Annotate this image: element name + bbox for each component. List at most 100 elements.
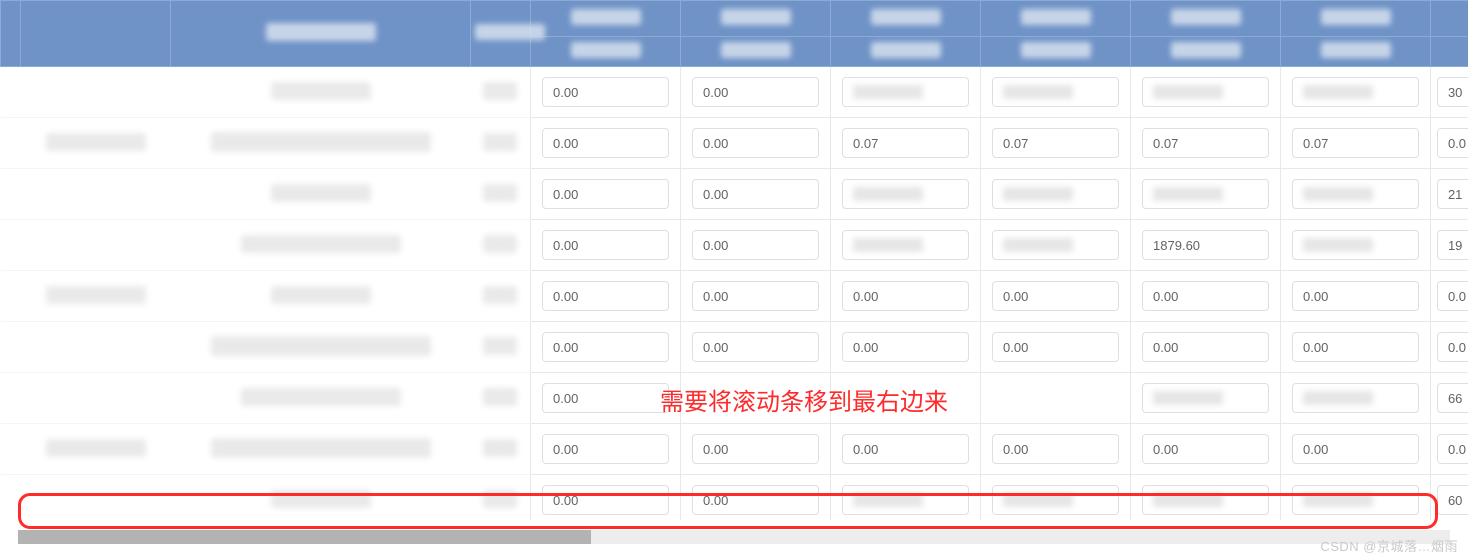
data-cell <box>681 169 831 220</box>
cell-input[interactable] <box>1292 281 1419 311</box>
th-col-5a <box>681 1 831 37</box>
cell-input[interactable] <box>1142 332 1269 362</box>
cell-input[interactable] <box>542 434 669 464</box>
cell-input-blurred[interactable] <box>842 179 969 209</box>
cell-input[interactable] <box>1292 434 1419 464</box>
cell-input[interactable] <box>992 281 1119 311</box>
th-col-10a <box>1431 1 1468 37</box>
table-container <box>0 0 1468 520</box>
cell-input-blurred[interactable] <box>842 77 969 107</box>
table-body <box>1 67 1468 521</box>
data-cell <box>1281 424 1431 475</box>
row-code-label <box>471 220 531 271</box>
data-cell <box>1431 424 1468 475</box>
cell-input[interactable] <box>1437 230 1468 260</box>
data-cell <box>1131 475 1281 521</box>
cell-input-blurred[interactable] <box>992 485 1119 515</box>
data-cell <box>831 271 981 322</box>
cell-input[interactable] <box>992 128 1119 158</box>
cell-input[interactable] <box>1437 383 1468 413</box>
cell-input[interactable] <box>542 77 669 107</box>
row-gutter <box>1 322 21 373</box>
cell-input[interactable] <box>1292 332 1419 362</box>
cell-input[interactable] <box>1142 281 1269 311</box>
data-cell <box>1131 373 1281 424</box>
cell-input[interactable] <box>1437 281 1468 311</box>
cell-input-blurred[interactable] <box>1142 383 1269 413</box>
cell-input[interactable] <box>1437 485 1468 515</box>
table-row <box>1 322 1468 373</box>
cell-input[interactable] <box>1437 434 1468 464</box>
row-gutter <box>1 67 21 118</box>
row-gutter <box>1 271 21 322</box>
data-cell <box>831 475 981 521</box>
cell-input[interactable] <box>1292 128 1419 158</box>
row-name-label <box>171 67 471 118</box>
cell-input-blurred[interactable] <box>842 230 969 260</box>
row-group-label <box>21 322 171 373</box>
cell-input-blurred[interactable] <box>992 77 1119 107</box>
cell-input-blurred[interactable] <box>992 179 1119 209</box>
cell-input[interactable] <box>692 281 819 311</box>
th-col-2 <box>171 1 471 67</box>
row-code-label <box>471 373 531 424</box>
data-cell <box>981 322 1131 373</box>
th-blank-0 <box>1 1 21 67</box>
cell-input[interactable] <box>692 485 819 515</box>
data-cell <box>1131 271 1281 322</box>
data-cell <box>681 220 831 271</box>
cell-input[interactable] <box>1142 434 1269 464</box>
cell-input[interactable] <box>692 77 819 107</box>
cell-input[interactable] <box>1142 128 1269 158</box>
row-code-label <box>471 118 531 169</box>
cell-input[interactable] <box>542 179 669 209</box>
cell-input[interactable] <box>1142 230 1269 260</box>
cell-input-blurred[interactable] <box>1292 77 1419 107</box>
data-cell <box>1281 169 1431 220</box>
data-cell <box>1281 67 1431 118</box>
horizontal-scrollbar-thumb[interactable] <box>18 530 591 544</box>
th-col-3 <box>471 1 531 67</box>
cell-input-blurred[interactable] <box>1292 230 1419 260</box>
data-cell <box>1431 475 1468 521</box>
cell-input[interactable] <box>1437 332 1468 362</box>
cell-input[interactable] <box>842 434 969 464</box>
cell-input-blurred[interactable] <box>1292 383 1419 413</box>
cell-input[interactable] <box>1437 179 1468 209</box>
cell-input[interactable] <box>1437 128 1468 158</box>
cell-input[interactable] <box>842 281 969 311</box>
cell-input[interactable] <box>692 128 819 158</box>
data-cell <box>981 475 1131 521</box>
cell-input-blurred[interactable] <box>992 230 1119 260</box>
cell-input[interactable] <box>692 179 819 209</box>
cell-input-blurred[interactable] <box>1142 179 1269 209</box>
cell-input-blurred[interactable] <box>1292 485 1419 515</box>
cell-input[interactable] <box>542 281 669 311</box>
data-cell <box>981 424 1131 475</box>
cell-input[interactable] <box>692 230 819 260</box>
row-group-label <box>21 67 171 118</box>
horizontal-scrollbar-track[interactable] <box>18 530 1450 544</box>
data-cell <box>981 373 1131 424</box>
row-group-label <box>21 424 171 475</box>
cell-input-blurred[interactable] <box>1292 179 1419 209</box>
cell-input[interactable] <box>992 434 1119 464</box>
cell-input[interactable] <box>842 128 969 158</box>
cell-input[interactable] <box>692 332 819 362</box>
cell-input[interactable] <box>692 434 819 464</box>
cell-input[interactable] <box>842 332 969 362</box>
cell-input[interactable] <box>542 332 669 362</box>
data-cell <box>1431 220 1468 271</box>
cell-input[interactable] <box>542 128 669 158</box>
cell-input-blurred[interactable] <box>842 485 969 515</box>
row-gutter <box>1 118 21 169</box>
cell-input[interactable] <box>1437 77 1468 107</box>
cell-input[interactable] <box>542 230 669 260</box>
cell-input-blurred[interactable] <box>1142 485 1269 515</box>
cell-input[interactable] <box>542 485 669 515</box>
th-blank-1 <box>21 1 171 67</box>
cell-input-blurred[interactable] <box>1142 77 1269 107</box>
cell-input[interactable] <box>542 383 669 413</box>
table-header <box>1 1 1468 67</box>
cell-input[interactable] <box>992 332 1119 362</box>
